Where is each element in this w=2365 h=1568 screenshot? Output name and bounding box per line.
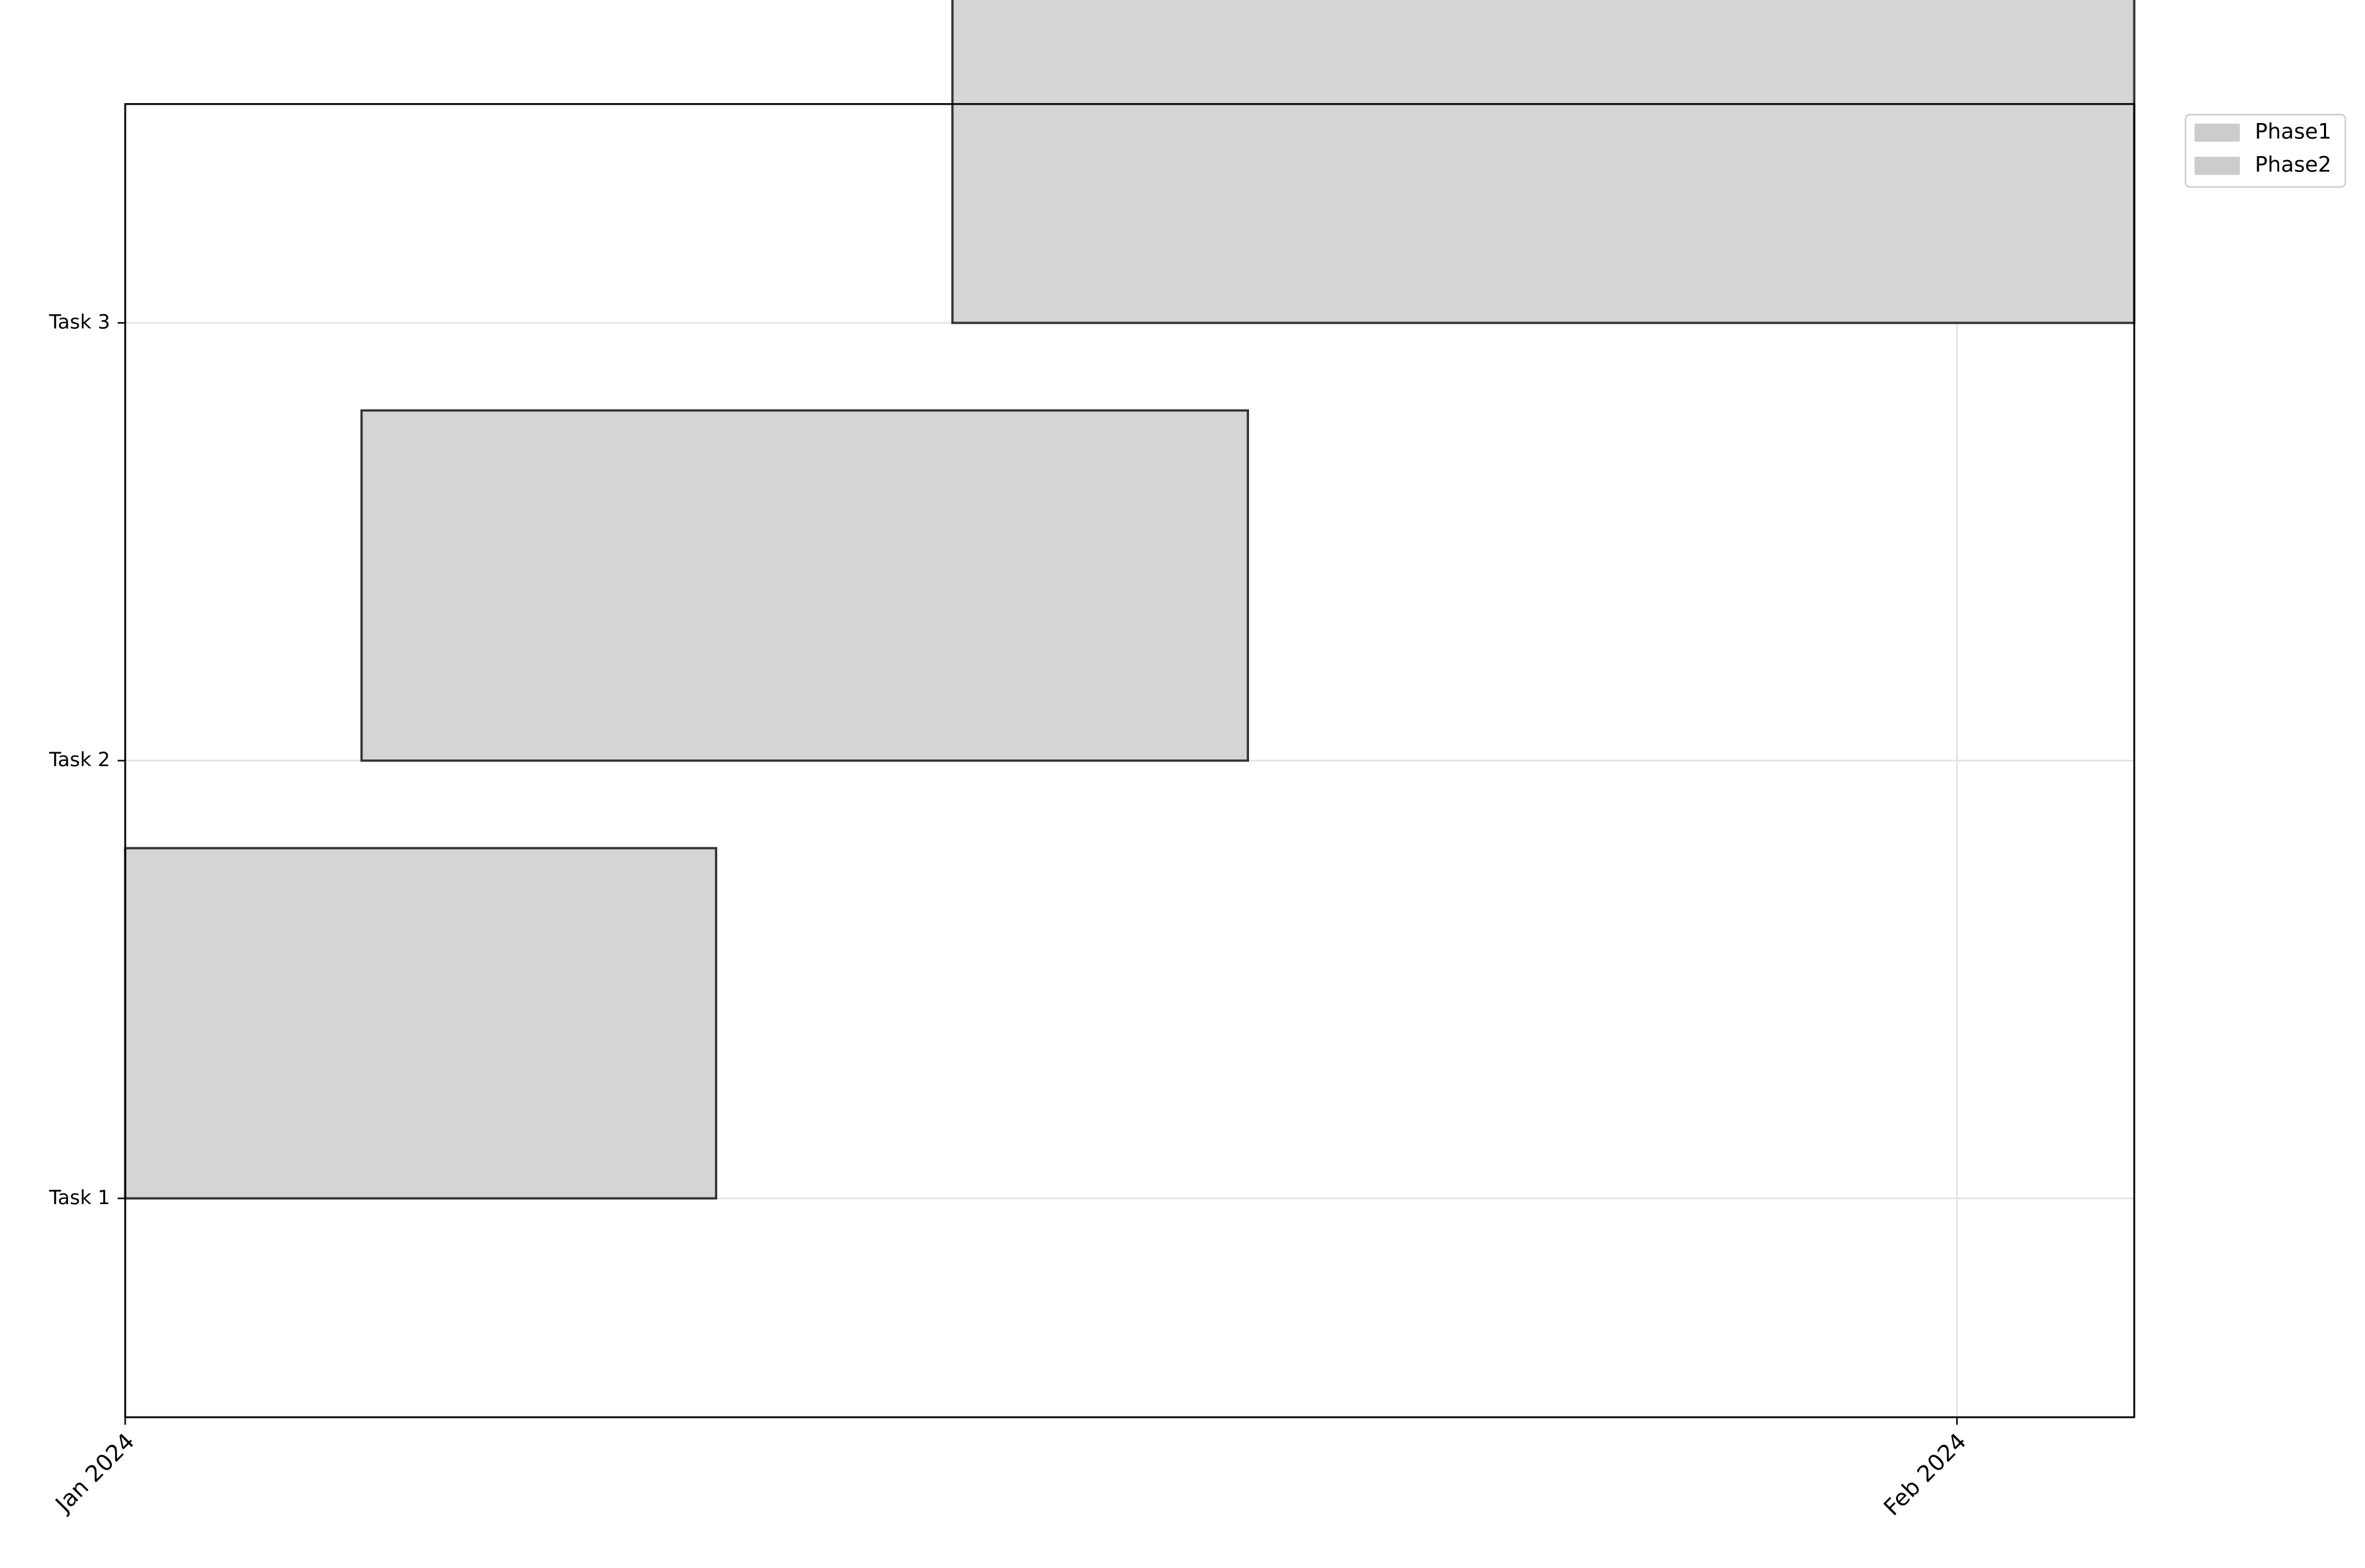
x-tick-label: Feb 2024 xyxy=(1879,1428,1971,1521)
legend-label: Phase2 xyxy=(2255,152,2332,177)
legend: Phase1 Phase2 xyxy=(2184,114,2346,188)
y-tick-label: Task 1 xyxy=(48,1186,110,1209)
plot-frame xyxy=(124,103,2135,1418)
legend-swatch xyxy=(2194,123,2240,142)
task-bar xyxy=(124,847,718,1200)
task-bar xyxy=(951,0,2135,324)
legend-swatch xyxy=(2194,157,2240,175)
y-tick-label: Task 3 xyxy=(48,310,110,333)
legend-label: Phase1 xyxy=(2255,119,2332,144)
y-tick-label: Task 2 xyxy=(48,748,110,771)
x-tick-label: Jan 2024 xyxy=(50,1428,140,1518)
task-bar xyxy=(360,409,1250,762)
